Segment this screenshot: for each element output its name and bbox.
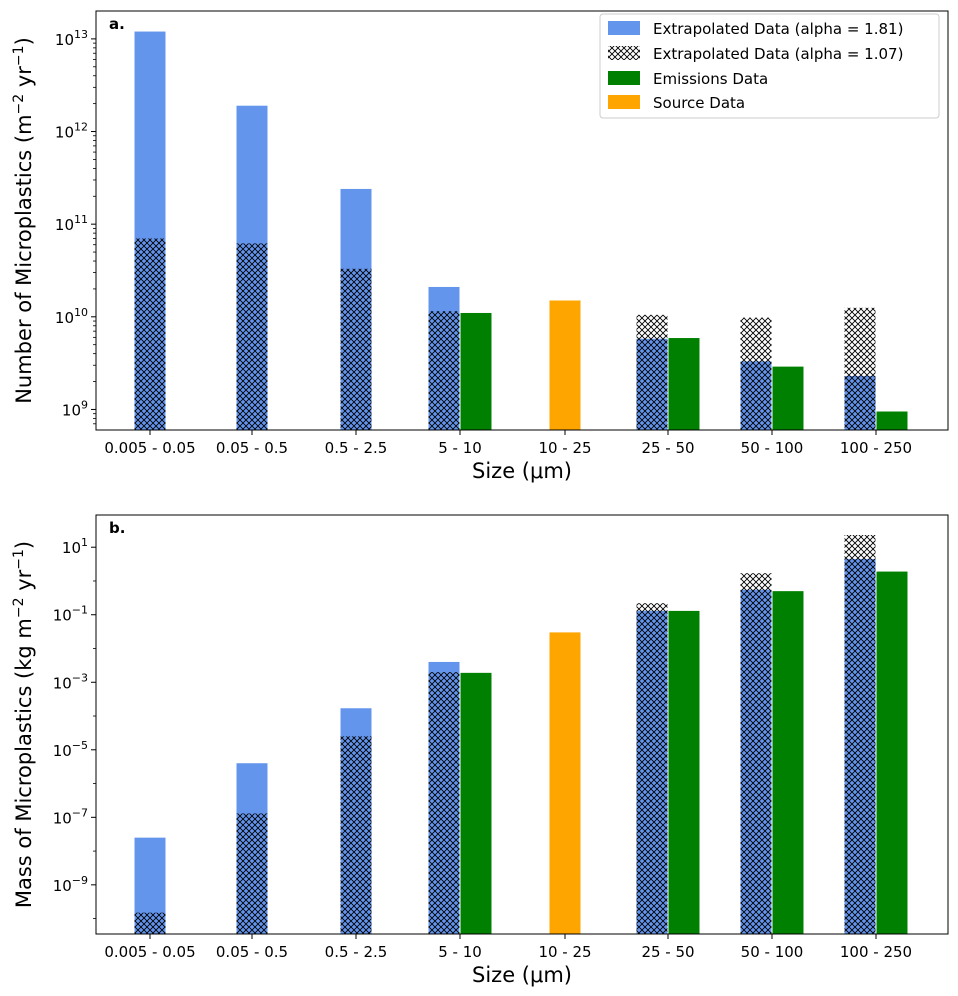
panel-a-bar-alpha107-6 [740,317,772,430]
panel-a-ylabel-exp1: −2 [11,94,27,115]
legend-swatch-source [608,95,640,109]
panel-a-label: a. [109,15,125,33]
panel-a-y-tick-label-0: 109 [62,398,88,419]
panel-b-bar-alpha107-7 [844,535,876,934]
panel-a-x-tick-label-0: 0.005 - 0.05 [104,439,195,457]
legend-swatch-alpha107 [608,46,640,60]
panel-a-axes-frame [95,10,949,431]
panel-b-bar-alpha107-1 [236,813,268,934]
legend-label-alpha107: Extrapolated Data (alpha = 1.07) [653,45,903,63]
panel-b-x-axis: 0.005 - 0.05 0.05 - 0.5 0.5 - 2.5 5 - 10 10 … [104,934,912,961]
panel-a-x-tick-label-1: 0.05 - 0.5 [216,439,288,457]
panel-a-x-axis-label: Size (μm) [472,459,572,483]
panel-a: 109 1010 1011 1012 1013 0.005 - 0.05 0.05 - 0… [11,10,949,483]
panel-b-x-axis-label: Size (μm) [472,963,572,987]
panel-b-bar-alpha107-5 [636,603,668,934]
panel-b-y-axis-label: Mass of Microplastics (kg m−2 yr−1) [11,541,36,908]
panel-a-bar-emissions-7 [876,411,908,430]
panel-a-x-axis: 0.005 - 0.05 0.05 - 0.5 0.5 - 2.5 5 - 10 10 … [104,430,912,457]
panel-a-y-tick-label-4: 1013 [55,28,88,49]
panel-b-ylabel-main: Mass of Microplastics (kg m [12,618,36,908]
panel-a-x-tick-label-4: 10 - 25 [538,439,591,457]
panel-b-y-tick-label-4: 10−1 [53,604,88,625]
panel-a-bar-alpha107-5 [636,314,668,430]
panel-a-ylabel-main: Number of Microplastics (m [12,114,36,403]
panel-a-bar-emissions-6 [772,366,804,430]
panel-b-x-tick-label-4: 10 - 25 [538,943,591,961]
panel-a-bar-emissions-3 [460,312,492,430]
panel-a-x-tick-label-2: 0.5 - 2.5 [325,439,388,457]
legend-swatch-alpha181 [608,21,640,35]
panel-b: 10−9 10−7 10−5 10−3 10−1 101 0.005 - 0.05 0.05… [11,514,949,987]
legend-label-source: Source Data [653,94,745,112]
panel-b-x-tick-label-2: 0.5 - 2.5 [325,943,388,961]
panel-b-x-tick-label-6: 50 - 100 [741,943,804,961]
panel-b-bar-emissions-3 [460,672,492,934]
legend-label-emissions: Emissions Data [653,70,768,88]
panel-b-ylabel-exp1: −2 [11,597,27,618]
panel-b-bar-emissions-5 [668,610,700,934]
panel-b-bar-source-4 [549,632,581,934]
panel-a-y-tick-label-2: 1011 [55,213,88,234]
panel-a-bar-emissions-5 [668,338,700,430]
legend: Extrapolated Data (alpha = 1.81) Extrapo… [599,13,940,119]
panel-a-x-tick-label-5: 25 - 50 [641,439,694,457]
panel-b-bar-alpha107-6 [740,573,772,934]
panel-b-bar-alpha107-2 [340,736,372,934]
panel-a-y-axis: 109 1010 1011 1012 1013 [55,28,96,425]
panel-a-bar-alpha107-0 [134,238,166,430]
panel-b-x-tick-label-5: 25 - 50 [641,943,694,961]
panel-b-x-tick-label-1: 0.05 - 0.5 [216,943,288,961]
panel-a-bar-alpha107-1 [236,243,268,430]
panel-a-bar-alpha107-3 [428,311,460,430]
panel-a-x-tick-label-6: 50 - 100 [741,439,804,457]
panel-b-y-tick-label-5: 101 [62,536,88,557]
panel-b-ylabel-exp2: −1 [11,549,27,570]
legend-swatch-emissions [608,71,640,85]
panel-b-y-tick-label-2: 10−5 [53,739,88,760]
panel-a-ylabel-exp2: −1 [11,45,27,66]
panel-a-bar-alpha107-2 [340,268,372,430]
panel-a-x-tick-label-7: 100 - 250 [840,439,912,457]
panel-b-y-tick-label-1: 10−7 [53,806,88,827]
panel-a-x-tick-label-3: 5 - 10 [438,439,482,457]
legend-frame [599,13,940,119]
panel-b-axes-frame [95,514,949,935]
panel-a-y-tick-label-3: 1012 [55,121,88,142]
panel-a-bar-source-4 [549,300,581,430]
panel-b-y-axis: 10−9 10−7 10−5 10−3 10−1 101 [53,536,96,920]
panel-b-y-tick-label-0: 10−9 [53,874,88,895]
panel-b-label: b. [109,519,125,537]
panel-b-ylabel-tail: yr [12,569,36,597]
panel-b-bar-alpha107-0 [134,912,166,934]
panel-b-x-tick-label-7: 100 - 250 [840,943,912,961]
legend-label-alpha181: Extrapolated Data (alpha = 1.81) [653,20,903,38]
panel-b-bars [134,535,908,934]
panel-b-bar-emissions-7 [876,571,908,934]
panel-b-x-tick-label-0: 0.005 - 0.05 [104,943,195,961]
panel-b-x-tick-label-3: 5 - 10 [438,943,482,961]
panel-a-bars [134,31,908,431]
panel-b-bar-emissions-6 [772,591,804,934]
panel-b-bar-alpha107-3 [428,672,460,934]
panel-a-ylabel-tail: yr [12,66,36,94]
panel-a-bar-alpha107-7 [844,307,876,430]
panel-a-y-tick-label-1: 1010 [55,306,88,327]
panel-b-y-tick-label-3: 10−3 [53,671,88,692]
panel-a-y-axis-label: Number of Microplastics (m−2 yr−1) [11,37,36,404]
